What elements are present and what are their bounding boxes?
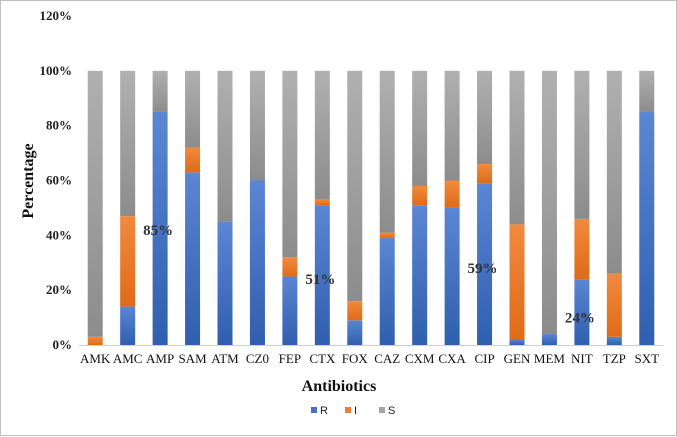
bar-CXM-S (412, 70, 428, 186)
x-tick-label: GEN (504, 351, 531, 366)
bar-CIP-S (477, 70, 493, 165)
bar-CIP-I (477, 164, 493, 184)
bar-FEP-I (282, 257, 298, 277)
bar-NIT-I (574, 218, 590, 280)
bar-TZP-I (606, 273, 622, 337)
bars-group (79, 70, 663, 346)
bar-GEN-S (509, 70, 525, 225)
bar-GEN-I (509, 224, 525, 340)
x-tick-label: AMK (80, 351, 111, 366)
bar-AMP-R (152, 111, 168, 345)
annotation-label: 85% (143, 223, 173, 239)
bar-CXA-I (444, 180, 460, 208)
bar-TZP-R (606, 336, 622, 345)
x-axis-labels: AMK AMC AMP SAM ATM CZ0 FEP CTX FOX CAZ CXM CXA CIP G… (80, 351, 659, 366)
bar-CZ0-R (249, 180, 265, 345)
bar-CTX-I (314, 199, 330, 206)
y-axis-ticks: 0% 20% 40% 60% 80% 100% 120% (40, 8, 73, 352)
bar-CXA-R (444, 207, 460, 345)
legend-swatch-R (311, 407, 317, 413)
bar-NIT-R (574, 279, 590, 345)
bar-CAZ-I (379, 232, 395, 239)
bar-CXM-R (412, 205, 428, 345)
bar-CTX-S (314, 70, 330, 200)
annotations-group: 85% 51% 59% 24% (143, 223, 595, 327)
bar-AMP-S (152, 70, 168, 112)
y-tick-label: 40% (46, 227, 72, 242)
x-tick-label: ATM (211, 351, 239, 366)
annotation-label: 24% (565, 311, 595, 327)
bar-CXA-S (444, 70, 460, 181)
x-tick-label: CIP (474, 351, 494, 366)
x-tick-label: NIT (571, 351, 593, 366)
bar-AMC-S (120, 70, 136, 217)
annotation-label: 59% (468, 261, 498, 277)
bar-FOX-R (347, 320, 363, 345)
bar-AMC-I (120, 216, 136, 307)
x-axis-title: Antibiotics (302, 378, 377, 395)
x-tick-label: FEP (279, 351, 301, 366)
bar-AMK-S (87, 70, 103, 337)
y-tick-label: 100% (40, 63, 73, 78)
bar-GEN-R (509, 339, 525, 345)
x-tick-label: SAM (178, 351, 207, 366)
annotation-label: 51% (305, 272, 335, 288)
y-tick-label: 0% (53, 337, 73, 352)
bar-NIT-S (574, 70, 590, 219)
legend-label-S: S (388, 405, 395, 417)
bar-MEM-S (541, 70, 557, 335)
bar-AMC-R (120, 306, 136, 345)
bar-CIP-R (477, 183, 493, 345)
bar-CAZ-S (379, 70, 395, 233)
y-tick-label: 20% (46, 282, 72, 297)
x-tick-label: MEM (534, 351, 566, 366)
bar-SXT-S (639, 70, 655, 112)
x-tick-label: TZP (603, 351, 626, 366)
legend-swatch-I (345, 407, 351, 413)
bar-CAZ-R (379, 238, 395, 345)
x-tick-label: AMP (146, 351, 174, 366)
bar-SAM-I (185, 147, 201, 173)
bar-CZ0-S (249, 70, 265, 181)
bar-AMK-I (87, 336, 103, 345)
bar-SXT-R (639, 111, 655, 345)
bar-CXM-I (412, 185, 428, 206)
x-tick-label: CXA (438, 351, 466, 366)
bar-FEP-S (282, 70, 298, 258)
y-tick-label: 80% (46, 118, 72, 133)
legend-swatch-S (379, 407, 385, 413)
legend-label-I: I (354, 405, 357, 417)
x-tick-label: CZ0 (246, 351, 269, 366)
bar-FOX-S (347, 70, 363, 302)
bar-TZP-S (606, 70, 622, 274)
x-tick-label: CTX (309, 351, 336, 366)
bar-SAM-S (185, 70, 201, 148)
y-tick-label: 60% (46, 173, 72, 188)
y-tick-label: 120% (40, 8, 73, 23)
legend-label-R: R (320, 405, 328, 417)
bar-CTX-R (314, 205, 330, 345)
bar-FEP-R (282, 276, 298, 345)
bar-FOX-I (347, 301, 363, 321)
bar-MEM-R (541, 334, 557, 345)
x-tick-label: FOX (342, 351, 369, 366)
bar-SAM-R (185, 172, 201, 345)
x-tick-label: AMC (113, 351, 143, 366)
bar-ATM-S (217, 70, 233, 222)
x-tick-label: CAZ (374, 351, 400, 366)
y-axis-title: Percentage (20, 143, 37, 218)
bar-ATM-R (217, 221, 233, 345)
x-tick-label: SXT (634, 351, 659, 366)
x-tick-label: CXM (405, 351, 435, 366)
